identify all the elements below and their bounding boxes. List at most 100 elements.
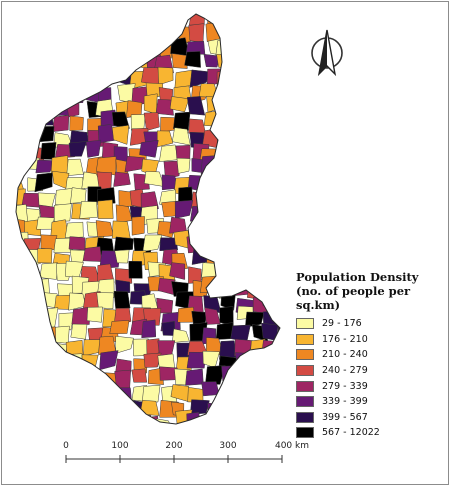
district-region	[16, 416, 28, 424]
district-region	[221, 191, 239, 208]
legend-item: 29 - 176	[296, 316, 452, 332]
district-region	[133, 414, 152, 424]
district-region	[16, 97, 27, 117]
district-region	[155, 99, 174, 116]
district-region	[184, 51, 201, 68]
legend-swatch	[296, 396, 314, 408]
district-region	[262, 381, 280, 400]
district-region	[16, 83, 31, 104]
district-region	[221, 132, 238, 148]
district-region	[250, 132, 270, 151]
district-region	[67, 413, 85, 424]
district-region	[20, 323, 41, 343]
district-region	[116, 415, 134, 424]
district-region	[267, 252, 280, 272]
district-region	[185, 368, 204, 386]
district-region	[155, 14, 172, 28]
legend-swatch	[296, 349, 314, 361]
district-region	[16, 265, 26, 284]
district-region	[281, 307, 296, 325]
district-region	[39, 25, 57, 45]
district-region	[16, 291, 23, 310]
district-region	[68, 141, 87, 157]
legend-title: Population Density	[296, 270, 419, 284]
district-region	[251, 203, 271, 222]
district-region	[278, 111, 280, 129]
district-region	[36, 126, 55, 143]
district-region	[262, 190, 280, 210]
district-region	[215, 415, 235, 424]
district-region	[215, 111, 237, 128]
district-region	[248, 357, 268, 376]
district-region	[216, 54, 233, 70]
legend-swatch	[296, 411, 314, 423]
district-region	[231, 261, 249, 280]
district-region	[22, 14, 42, 25]
district-region	[24, 296, 43, 315]
district-region	[82, 246, 103, 262]
district-region	[21, 411, 38, 424]
district-region	[205, 410, 225, 424]
district-region	[140, 14, 156, 26]
district-region	[246, 383, 263, 400]
district-region	[53, 203, 72, 222]
district-region	[163, 160, 181, 180]
district-region	[261, 403, 277, 417]
district-region	[238, 72, 257, 92]
district-region	[230, 371, 249, 386]
legend-label: 176 - 210	[322, 333, 368, 345]
district-region	[215, 322, 234, 340]
district-region	[206, 95, 222, 113]
district-region	[85, 139, 102, 158]
district-region	[36, 413, 51, 424]
district-region	[81, 388, 100, 406]
district-region	[16, 386, 28, 403]
district-region	[222, 386, 241, 405]
district-region	[232, 54, 253, 71]
district-region	[204, 307, 221, 325]
district-region	[67, 14, 85, 27]
district-region	[24, 103, 44, 121]
district-region	[216, 160, 237, 178]
district-region	[277, 160, 280, 176]
district-region	[251, 259, 271, 277]
district-region	[39, 326, 58, 344]
district-region	[28, 111, 47, 130]
district-region	[235, 86, 254, 101]
district-region	[263, 234, 280, 254]
district-region	[51, 49, 71, 68]
legend-label: 339 - 399	[322, 396, 368, 408]
legend-label: 29 - 176	[322, 318, 362, 330]
district-region	[111, 124, 130, 145]
district-region	[259, 79, 280, 96]
district-region	[55, 417, 74, 424]
district-region	[69, 115, 84, 131]
district-region	[207, 201, 222, 220]
district-region	[97, 396, 115, 416]
district-region	[37, 338, 57, 357]
district-region	[199, 275, 221, 294]
district-region	[169, 262, 186, 280]
district-region	[26, 335, 42, 353]
district-region	[253, 157, 271, 174]
district-region	[56, 22, 71, 38]
district-region	[125, 24, 141, 43]
district-region	[49, 342, 68, 361]
district-region	[97, 199, 114, 219]
district-region	[24, 21, 43, 39]
district-region	[83, 412, 100, 424]
district-region	[253, 55, 272, 70]
district-region	[233, 28, 251, 43]
district-region	[190, 399, 210, 415]
district-region	[161, 320, 176, 336]
district-region	[252, 220, 271, 236]
north-arrow-icon	[307, 28, 347, 78]
legend-item: 339 - 399	[296, 394, 452, 410]
district-region	[233, 403, 251, 420]
district-region	[217, 218, 237, 236]
district-region	[230, 279, 251, 297]
district-region	[16, 14, 25, 29]
district-region	[279, 248, 280, 267]
district-region	[111, 111, 130, 129]
district-region	[216, 266, 236, 285]
